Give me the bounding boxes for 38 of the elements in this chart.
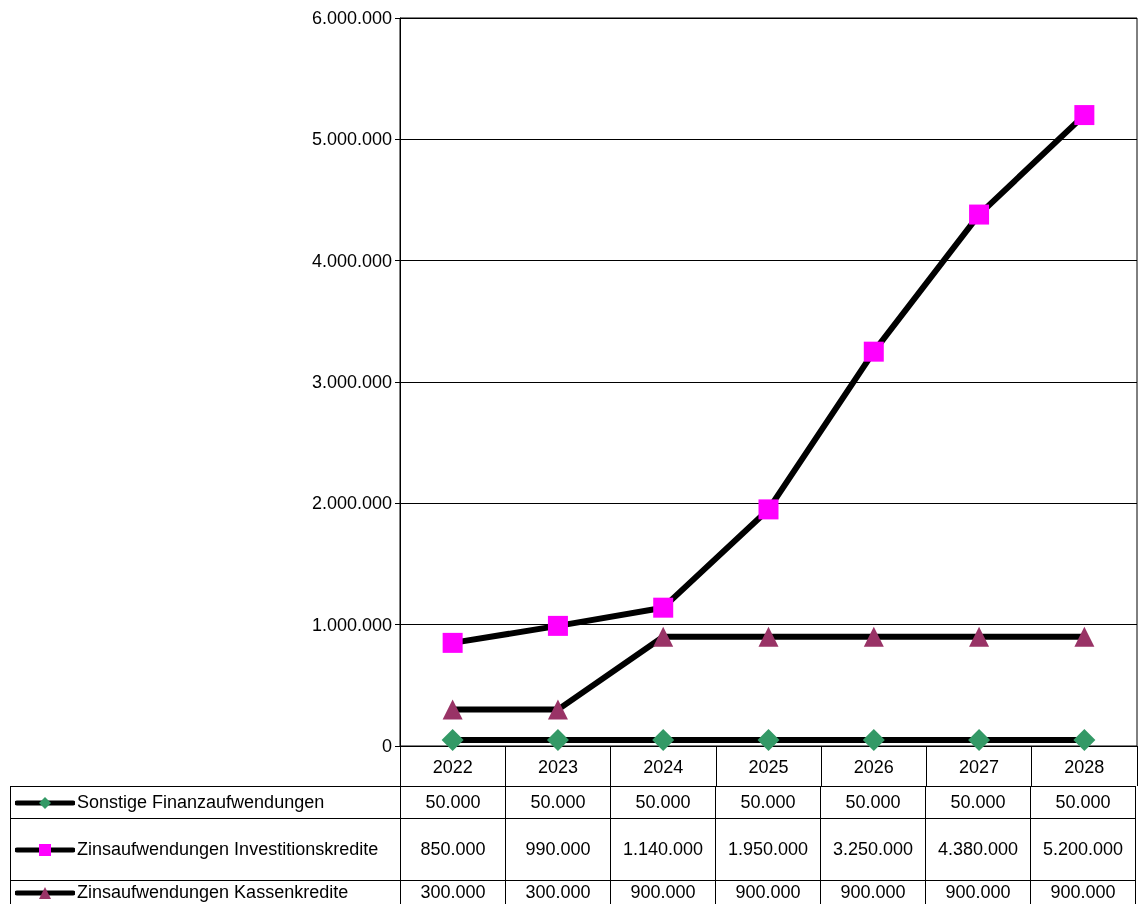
data-label: 50.000 bbox=[820, 786, 926, 819]
data-label: 300.000 bbox=[400, 880, 506, 904]
data-label: 4.380.000 bbox=[925, 818, 1031, 881]
data-label: 5.200.000 bbox=[1030, 818, 1136, 881]
data-label: 3.250.000 bbox=[820, 818, 926, 881]
data-label: 50.000 bbox=[715, 786, 821, 819]
data-label: 1.950.000 bbox=[715, 818, 821, 881]
y-tick-label: 4.000.000 bbox=[311, 250, 392, 271]
x-tick-label: 2025 bbox=[748, 757, 789, 777]
x-tick-label: 2027 bbox=[959, 757, 1000, 777]
data-label: 300.000 bbox=[505, 880, 611, 904]
data-label: 900.000 bbox=[1030, 880, 1136, 904]
y-tick-label: 3.000.000 bbox=[311, 372, 392, 392]
data-label: 900.000 bbox=[820, 880, 926, 904]
data-label: 900.000 bbox=[715, 880, 821, 904]
y-tick-label: 6.000.000 bbox=[311, 8, 392, 28]
data-label: 900.000 bbox=[610, 880, 716, 904]
data-label: 50.000 bbox=[610, 786, 716, 819]
y-tick-label: 1.000.000 bbox=[311, 614, 392, 635]
legend-label: Zinsaufwendungen Investitionskredite bbox=[76, 839, 379, 860]
legend-label: Zinsaufwendungen Kassenkredite bbox=[76, 882, 349, 903]
data-label: 50.000 bbox=[1030, 786, 1136, 819]
data-label: 50.000 bbox=[400, 786, 506, 819]
data-label: 990.000 bbox=[505, 818, 611, 881]
data-label: 850.000 bbox=[400, 818, 506, 881]
x-tick-label: 2023 bbox=[537, 757, 578, 777]
y-tick-label: 0 bbox=[381, 736, 392, 756]
data-label: 1.140.000 bbox=[610, 818, 716, 881]
x-tick-label: 2022 bbox=[432, 757, 473, 777]
x-tick-label: 2026 bbox=[853, 757, 894, 777]
data-label: 50.000 bbox=[505, 786, 611, 819]
data-label: 900.000 bbox=[925, 880, 1031, 904]
data-label: 50.000 bbox=[925, 786, 1031, 819]
legend-label: Sonstige Finanzaufwendungen bbox=[76, 792, 325, 813]
x-tick-label: 2028 bbox=[1064, 757, 1105, 777]
y-tick-label: 5.000.000 bbox=[311, 129, 392, 150]
y-tick-label: 2.000.000 bbox=[311, 493, 392, 514]
x-tick-label: 2024 bbox=[643, 757, 684, 777]
